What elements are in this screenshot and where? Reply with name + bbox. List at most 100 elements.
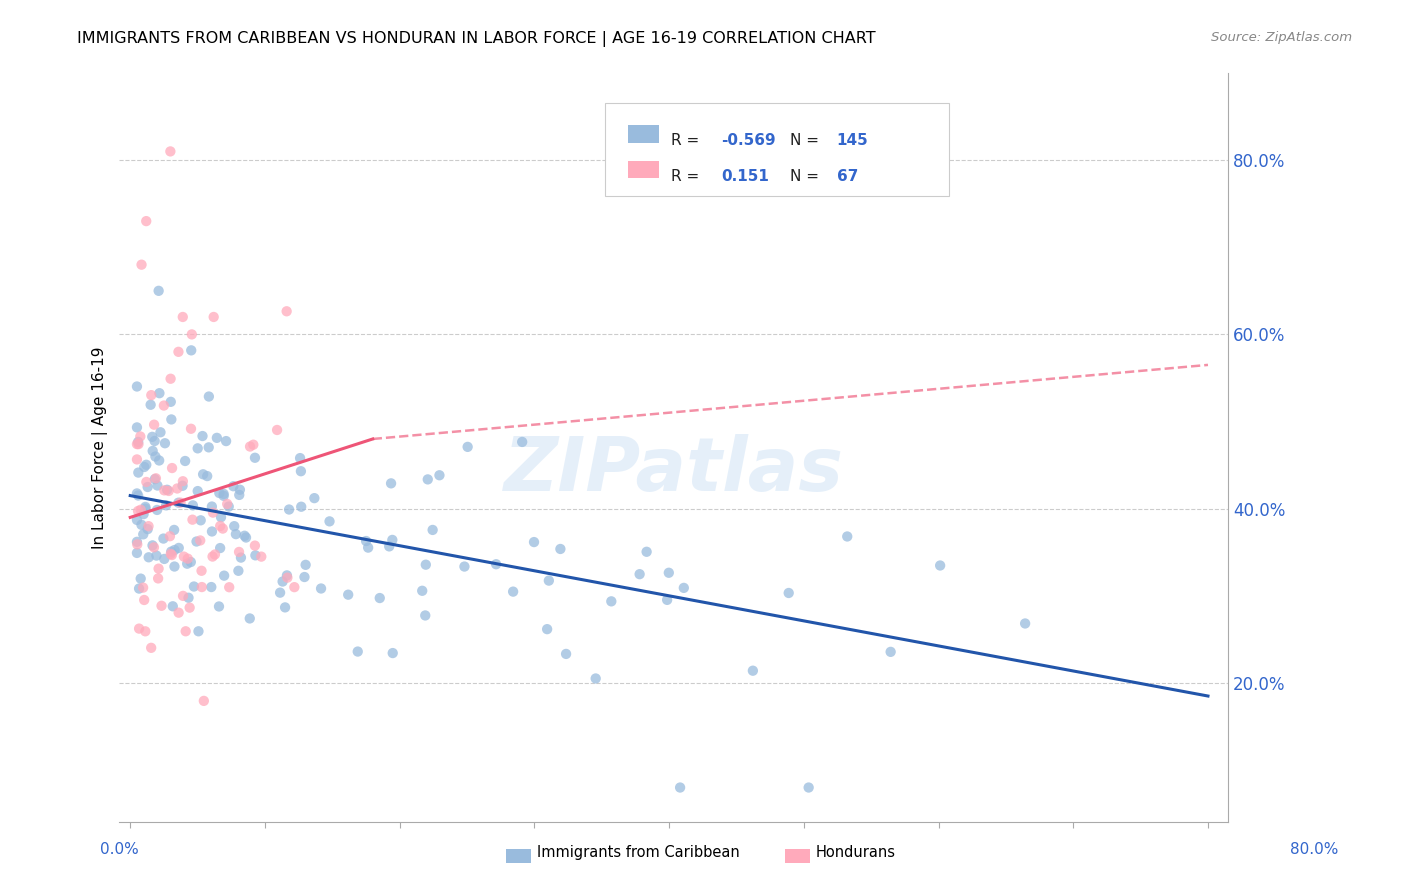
Point	[127, 437, 149, 451]
Point	[139, 398, 162, 412]
Point	[160, 544, 183, 558]
Point	[146, 478, 169, 492]
Point	[346, 644, 368, 658]
Point	[209, 541, 232, 555]
Point	[228, 488, 250, 502]
Point	[457, 440, 479, 454]
Point	[276, 568, 298, 582]
Point	[160, 412, 183, 426]
Text: 67: 67	[837, 169, 858, 184]
Point	[294, 558, 316, 572]
Point	[136, 522, 159, 536]
Point	[208, 599, 231, 614]
Point	[195, 469, 218, 483]
Point	[242, 438, 264, 452]
Point	[250, 549, 273, 564]
Point	[1014, 616, 1036, 631]
Point	[243, 450, 266, 465]
Text: 80.0%: 80.0%	[1291, 842, 1339, 856]
Point	[134, 460, 156, 475]
Point	[125, 486, 148, 500]
Point	[239, 440, 262, 454]
Point	[127, 466, 149, 480]
Point	[222, 479, 245, 493]
Point	[190, 564, 212, 578]
Point	[166, 482, 188, 496]
Point	[169, 496, 191, 510]
Point	[187, 624, 209, 639]
Point	[172, 479, 194, 493]
Point	[212, 487, 235, 501]
Point	[278, 502, 301, 516]
Point	[191, 580, 214, 594]
Point	[180, 555, 202, 569]
Point	[135, 501, 157, 516]
Point	[146, 571, 169, 585]
Point	[217, 497, 239, 511]
Point	[128, 582, 150, 596]
Point	[229, 483, 252, 497]
Point	[378, 540, 401, 554]
Point	[215, 434, 238, 448]
Point	[125, 513, 148, 527]
Point	[148, 561, 170, 575]
Point	[143, 472, 166, 486]
Point	[266, 423, 288, 437]
Point	[429, 468, 451, 483]
Point	[502, 584, 524, 599]
Point	[142, 444, 165, 458]
Point	[290, 500, 312, 514]
Point	[132, 527, 155, 541]
Point	[145, 471, 167, 485]
Point	[135, 214, 157, 228]
Point	[127, 434, 149, 449]
Point	[304, 491, 326, 505]
Point	[191, 467, 214, 482]
Point	[160, 461, 183, 475]
Point	[125, 534, 148, 549]
Point	[233, 529, 256, 543]
Point	[148, 453, 170, 467]
Point	[239, 611, 262, 625]
Point	[174, 624, 197, 639]
Point	[271, 574, 294, 589]
Point	[337, 588, 360, 602]
Point	[132, 581, 155, 595]
Point	[138, 550, 160, 565]
Point	[537, 574, 560, 588]
Point	[628, 567, 651, 582]
Point	[380, 476, 402, 491]
Point	[177, 591, 200, 605]
Text: N =: N =	[790, 169, 824, 184]
Point	[201, 506, 224, 520]
Point	[209, 510, 232, 524]
Point	[212, 489, 235, 503]
Point	[225, 527, 247, 541]
Point	[201, 524, 224, 539]
Text: 0.0%: 0.0%	[100, 842, 139, 856]
Point	[381, 646, 404, 660]
Point	[191, 429, 214, 443]
Point	[181, 513, 204, 527]
Point	[288, 451, 311, 466]
Point	[188, 533, 211, 548]
Point	[368, 591, 391, 605]
Point	[290, 464, 312, 478]
Point	[125, 437, 148, 451]
Point	[176, 557, 198, 571]
Point	[879, 645, 901, 659]
Point	[381, 533, 404, 547]
Point	[150, 599, 173, 613]
Point	[143, 417, 166, 432]
Point	[416, 472, 439, 486]
Point	[180, 422, 202, 436]
Point	[163, 559, 186, 574]
Point	[197, 441, 219, 455]
Point	[141, 640, 163, 655]
Point	[294, 570, 316, 584]
Point	[193, 694, 215, 708]
Point	[145, 450, 167, 464]
Point	[269, 585, 291, 599]
Point	[218, 500, 240, 514]
Point	[153, 436, 176, 450]
